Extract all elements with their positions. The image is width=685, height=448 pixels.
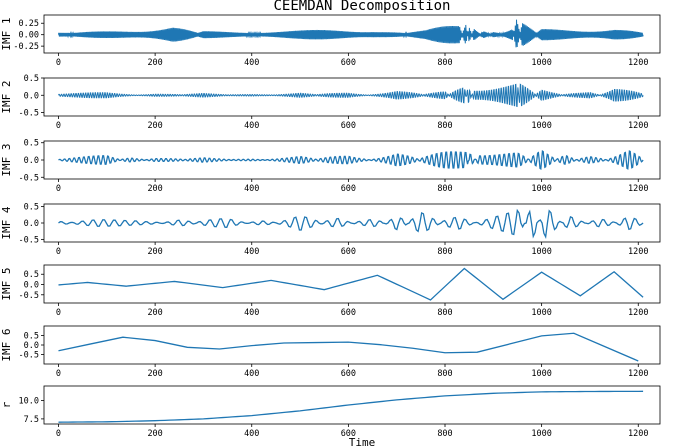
x-tick-label: 200 — [147, 369, 162, 379]
x-tick-label: 800 — [437, 247, 452, 257]
x-tick-label: 0 — [56, 247, 61, 257]
y-axis-label-5: IMF 5 — [0, 267, 13, 300]
x-tick-label: 800 — [437, 429, 452, 439]
x-tick-label: 1000 — [531, 308, 551, 318]
y-tick-label: -0.5 — [19, 173, 39, 183]
x-tick-label: 1000 — [531, 121, 551, 131]
x-tick-label: 200 — [147, 429, 162, 439]
x-tick-label: 200 — [147, 184, 162, 194]
y-tick-label: 0.5 — [24, 139, 39, 149]
series-line-2 — [58, 83, 644, 108]
x-tick-label: 1000 — [531, 58, 551, 68]
x-tick-label: 600 — [341, 121, 356, 131]
x-tick-label: 200 — [147, 308, 162, 318]
x-tick-label: 600 — [341, 184, 356, 194]
panel-frame — [43, 325, 661, 365]
x-tick-label: 600 — [341, 429, 356, 439]
y-axis-label-4: IMF 4 — [0, 206, 13, 239]
x-tick-label: 1200 — [628, 308, 648, 318]
y-tick-label: -0.5 — [19, 291, 39, 301]
y-tick-label: 0.00 — [19, 31, 39, 41]
panel-1: -0.250.00 0.25 0 200 400 600 800 1000 1200 IMF 1 — [0, 14, 661, 68]
y-tick-label: -0.5 — [19, 109, 39, 119]
x-tick-label: 1000 — [531, 369, 551, 379]
x-tick-label: 600 — [341, 308, 356, 318]
x-tick-label: 200 — [147, 247, 162, 257]
series-line-7 — [58, 390, 644, 423]
x-tick-label: 1000 — [531, 184, 551, 194]
x-tick-label: 1200 — [628, 121, 648, 131]
y-axis-label-7: r — [0, 401, 13, 408]
x-tick-label: 400 — [244, 369, 259, 379]
x-tick-label: 400 — [244, 308, 259, 318]
x-tick-label: 800 — [437, 184, 452, 194]
y-tick-label: 10.0 — [19, 397, 39, 407]
y-axis-label-3: IMF 3 — [0, 143, 13, 176]
series-line-4 — [58, 208, 644, 239]
x-tick-label: 1000 — [531, 429, 551, 439]
x-tick-label: 400 — [244, 58, 259, 68]
x-tick-label: 1200 — [628, 247, 648, 257]
x-tick-label: 800 — [437, 121, 452, 131]
y-tick-label: 0.5 — [24, 203, 39, 213]
y-axis-label-2: IMF 2 — [0, 80, 13, 113]
x-axis-label: Time — [349, 436, 376, 448]
chart-title: CEEMDAN Decomposition — [273, 0, 450, 14]
y-tick-label: 0.0 — [24, 156, 39, 166]
x-tick-label: 800 — [437, 369, 452, 379]
x-tick-label: 200 — [147, 121, 162, 131]
x-tick-label: 400 — [244, 247, 259, 257]
y-axis-label-6: IMF 6 — [0, 328, 13, 361]
x-tick-label: 0 — [56, 121, 61, 131]
x-tick-label: 600 — [341, 369, 356, 379]
y-tick-label: 0.25 — [19, 19, 39, 29]
y-tick-label: 0.5 — [24, 74, 39, 84]
series-line-3 — [58, 149, 644, 171]
x-tick-label: 400 — [244, 429, 259, 439]
x-tick-label: 800 — [437, 308, 452, 318]
x-tick-label: 600 — [341, 247, 356, 257]
x-tick-label: 1200 — [628, 429, 648, 439]
panel-3: -0.5 0.0 0.5 0 200 400 600 800 1000 1200 IMF 3 — [0, 139, 661, 194]
x-tick-label: 400 — [244, 121, 259, 131]
panel-2: -0.5 0.0 0.5 0 200 400 600 800 1000 1200 IMF 2 — [0, 74, 661, 131]
x-tick-label: 1200 — [628, 184, 648, 194]
panel-5: -0.50.00.5 0 200 400 600 800 1000 1200 IMF 5 — [0, 264, 661, 318]
series-line-6 — [58, 332, 639, 362]
series-line-1 — [57, 19, 644, 48]
y-tick-label: 0.0 — [24, 341, 39, 351]
panel-4: -0.5 0.0 0.5 0 200 400 600 800 1000 1200 IMF 4 — [0, 203, 661, 257]
x-tick-label: 1200 — [628, 369, 648, 379]
x-tick-label: 0 — [56, 429, 61, 439]
panel-6: -0.50.00.5 0 200 400 600 800 1000 1200 IMF 6 — [0, 325, 661, 379]
panel-frame — [43, 385, 661, 425]
y-tick-label: 0.0 — [24, 219, 39, 229]
y-tick-label: 7.5 — [24, 415, 39, 425]
panel-frame — [43, 14, 661, 54]
x-tick-label: 0 — [56, 308, 61, 318]
x-tick-label: 400 — [244, 184, 259, 194]
y-tick-label: 0.0 — [24, 281, 39, 291]
x-tick-label: 200 — [147, 58, 162, 68]
y-axis-label-1: IMF 1 — [0, 17, 13, 50]
y-tick-label: -0.25 — [13, 42, 39, 52]
x-tick-label: 0 — [56, 58, 61, 68]
x-tick-label: 1000 — [531, 247, 551, 257]
y-tick-label: -0.5 — [19, 235, 39, 245]
x-tick-label: 600 — [341, 58, 356, 68]
y-tick-label: 0.0 — [24, 91, 39, 101]
x-tick-label: 0 — [56, 369, 61, 379]
x-tick-label: 0 — [56, 184, 61, 194]
x-tick-label: 1200 — [628, 58, 648, 68]
y-tick-label: -0.5 — [19, 351, 39, 361]
series-line-5 — [58, 267, 644, 301]
panel-frame — [43, 264, 661, 304]
y-tick-label: 0.5 — [24, 270, 39, 280]
panel-frame — [43, 77, 661, 117]
panel-7: 7.5 10.0 0 200 400 600 800 1000 1200 r — [0, 385, 661, 439]
x-tick-label: 800 — [437, 58, 452, 68]
y-tick-label: 0.5 — [24, 332, 39, 342]
